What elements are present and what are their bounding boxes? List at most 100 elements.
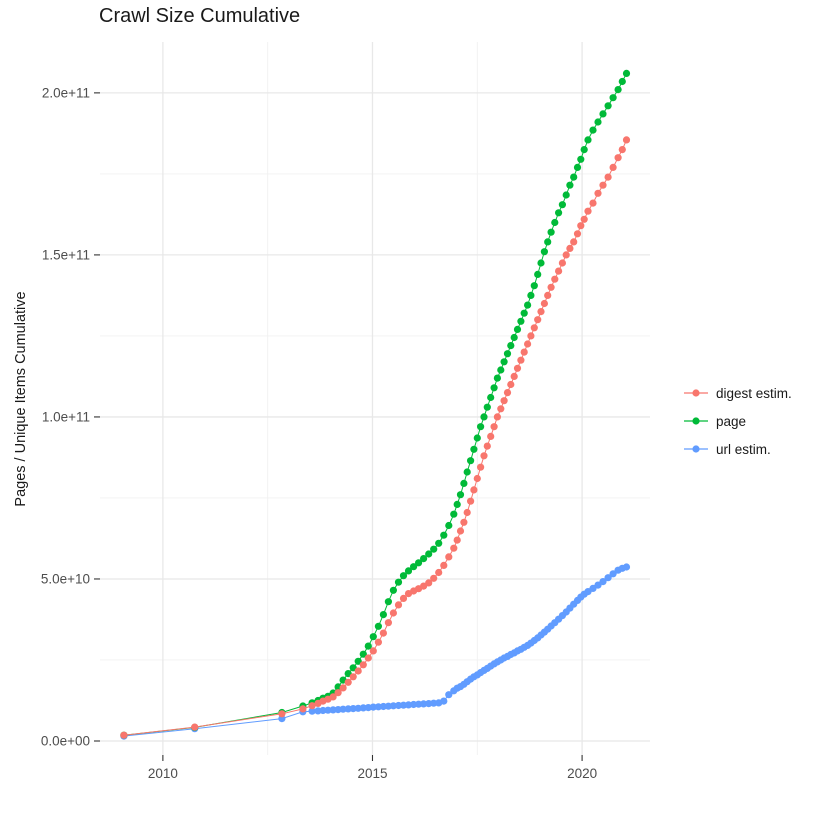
series-point-digest-estim- [463,508,471,517]
series-point-page [477,423,485,431]
series-point-url-estim- [339,705,347,713]
series-point-page [584,136,592,144]
series-point-digest-estim- [622,136,631,144]
series-point-page [599,110,607,118]
series-point-page [604,102,612,110]
legend-item-digest-estim: digest estim. [682,379,792,407]
series-point-page [534,270,542,278]
series-point-page [577,155,585,163]
series-point-url-estim- [445,691,453,699]
series-point-page [480,413,488,421]
series-point-page [622,69,631,77]
series-point-digest-estim- [544,291,552,299]
series-point-digest-estim- [364,654,372,662]
series-point-page [507,342,515,350]
series-point-url-estim- [622,563,631,571]
series-point-page [430,545,438,553]
series-point-digest-estim- [308,702,316,710]
series-point-page [379,611,387,619]
legend-item-url-estim: url estim. [682,435,792,463]
legend-item-page: page [682,407,792,435]
series-point-page [394,578,403,586]
series-point-digest-estim- [374,638,382,646]
series-point-digest-estim- [435,568,443,577]
series-point-digest-estim- [520,348,528,356]
series-point-digest-estim- [339,684,347,692]
series-point-page [460,479,468,487]
series-point-digest-estim- [359,661,367,669]
series-point-digest-estim- [580,215,588,223]
series-point-url-estim- [594,581,602,589]
series-point-page [537,259,545,267]
legend: digest estim. page url estim. [682,379,792,463]
series-point-page [410,563,418,571]
series-point-page [453,500,461,508]
series-point-digest-estim- [562,251,570,259]
series-point-page [497,366,505,374]
series-point-page [404,567,413,575]
series-point-digest-estim- [589,199,597,207]
series-point-digest-estim- [584,207,592,215]
series-point-url-estim- [308,707,316,715]
series-point-digest-estim- [480,452,488,460]
series-point-page [540,248,549,256]
series-point-page [513,325,522,333]
series-point-page [463,468,471,476]
series-point-page [470,445,478,453]
series-point-url-estim- [599,578,607,586]
series-point-page [555,209,563,217]
series-point-page [456,491,465,499]
y-tick-label: 2.0e+11 [42,85,90,100]
series-point-page [544,238,552,246]
y-tick-label: 1.5e+11 [42,247,90,262]
series-point-page [510,333,518,342]
series-point-digest-estim- [573,230,582,238]
series-point-digest-estim- [329,693,337,701]
series-point-page [551,218,559,227]
series-point-digest-estim- [450,544,458,552]
series-point-digest-estim- [599,181,607,189]
series-point-digest-estim- [456,527,465,535]
series-point-page [493,374,501,382]
series-point-page [609,94,617,102]
series-point-page [420,555,428,563]
legend-label-url-estim: url estim. [716,441,771,457]
series-point-digest-estim- [440,561,448,570]
series-point-digest-estim- [534,316,542,324]
series-point-digest-estim- [510,372,518,380]
series-point-page [558,201,567,209]
series-point-digest-estim- [445,553,453,561]
series-point-digest-estim- [354,667,362,675]
series-point-digest-estim- [493,413,501,421]
series-point-page [520,309,528,317]
series-point-page [594,118,602,126]
series-point-digest-estim- [570,238,578,246]
series-point-page [589,126,597,134]
series-point-page [580,146,588,154]
series-point-digest-estim- [618,146,626,154]
x-tick-label: 2015 [357,766,387,781]
series-point-page [415,559,423,567]
series-point-page [483,403,491,411]
series-point-digest-estim- [513,364,522,372]
series-point-page [440,531,448,539]
series-point-page [487,393,495,402]
series-point-url-estim- [324,706,332,714]
series-point-digest-estim- [527,332,535,340]
series-point-page [614,86,622,94]
series-point-digest-estim- [430,574,438,582]
series-point-digest-estim- [609,163,617,171]
series-point-digest-estim- [460,518,468,526]
series-point-page [490,384,498,392]
series-point-url-estim- [389,702,397,710]
series-point-digest-estim- [379,629,387,637]
series-point-url-estim- [369,703,377,711]
series-point-url-estim- [420,700,428,708]
series-point-digest-estim- [566,244,574,252]
series-point-page [562,191,570,199]
series-point-page [503,350,512,358]
series-point-page [364,642,372,650]
series-point-digest-estim- [558,259,567,267]
series-point-url-estim- [609,570,617,578]
